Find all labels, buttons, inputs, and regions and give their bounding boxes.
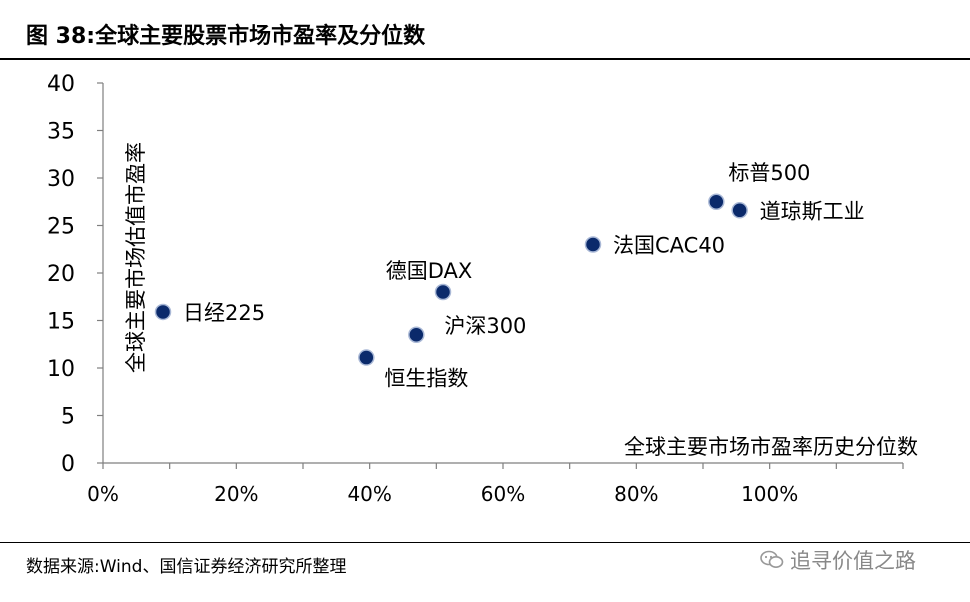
scatter-chart: 0 5 10 15 20 25 30 35 40 0% 20% 40% 60% 80% 100% 全球主要市场… <box>47 72 918 506</box>
x-tick-label: 20% <box>214 482 258 506</box>
watermark: 追寻价值之路 <box>760 545 916 575</box>
y-tick-label: 20 <box>47 262 75 287</box>
x-tick-label: 0% <box>87 482 119 506</box>
y-tick-label: 15 <box>47 310 75 335</box>
x-tick-label: 60% <box>481 482 525 506</box>
x-axis-title: 全球主要市场市盈率历史分位数 <box>624 435 918 459</box>
point-label: 法国CAC40 <box>613 234 725 258</box>
data-point <box>408 326 425 343</box>
y-tick-label: 25 <box>47 215 75 240</box>
y-tick-label: 5 <box>61 405 75 430</box>
point-label: 日经225 <box>183 301 265 325</box>
point-label: 道琼斯工业 <box>760 199 865 223</box>
y-tick-label: 30 <box>47 167 75 192</box>
figure-header: 图 38:全球主要股票市场市盈率及分位数 <box>0 0 970 60</box>
point-label: 德国DAX <box>386 259 473 283</box>
point-label: 沪深300 <box>444 314 526 338</box>
y-axis-title: 全球主要市场估值市盈率 <box>124 142 148 373</box>
data-point <box>434 283 452 301</box>
data-point <box>154 303 172 321</box>
x-tick-label: 40% <box>347 482 391 506</box>
point-label: 标普500 <box>728 161 810 185</box>
y-tick-label: 35 <box>47 120 75 145</box>
y-tick-label: 10 <box>47 357 75 382</box>
watermark-text: 追寻价值之路 <box>790 549 916 573</box>
footer-divider <box>0 542 970 543</box>
data-point <box>731 202 748 219</box>
y-tick-label: 40 <box>47 72 75 97</box>
figure-title: 图 38:全球主要股票市场市盈率及分位数 <box>26 24 426 49</box>
title-divider <box>0 58 970 60</box>
x-tick-label: 80% <box>614 482 658 506</box>
data-point <box>584 236 602 253</box>
point-label: 恒生指数 <box>384 367 468 391</box>
wechat-icon <box>760 550 784 568</box>
x-tick-label: 100% <box>741 482 798 506</box>
data-point <box>358 349 375 366</box>
y-tick-label: 0 <box>61 452 75 477</box>
data-point <box>708 193 725 210</box>
source-note: 数据来源:Wind、国信证券经济研究所整理 <box>26 557 347 577</box>
